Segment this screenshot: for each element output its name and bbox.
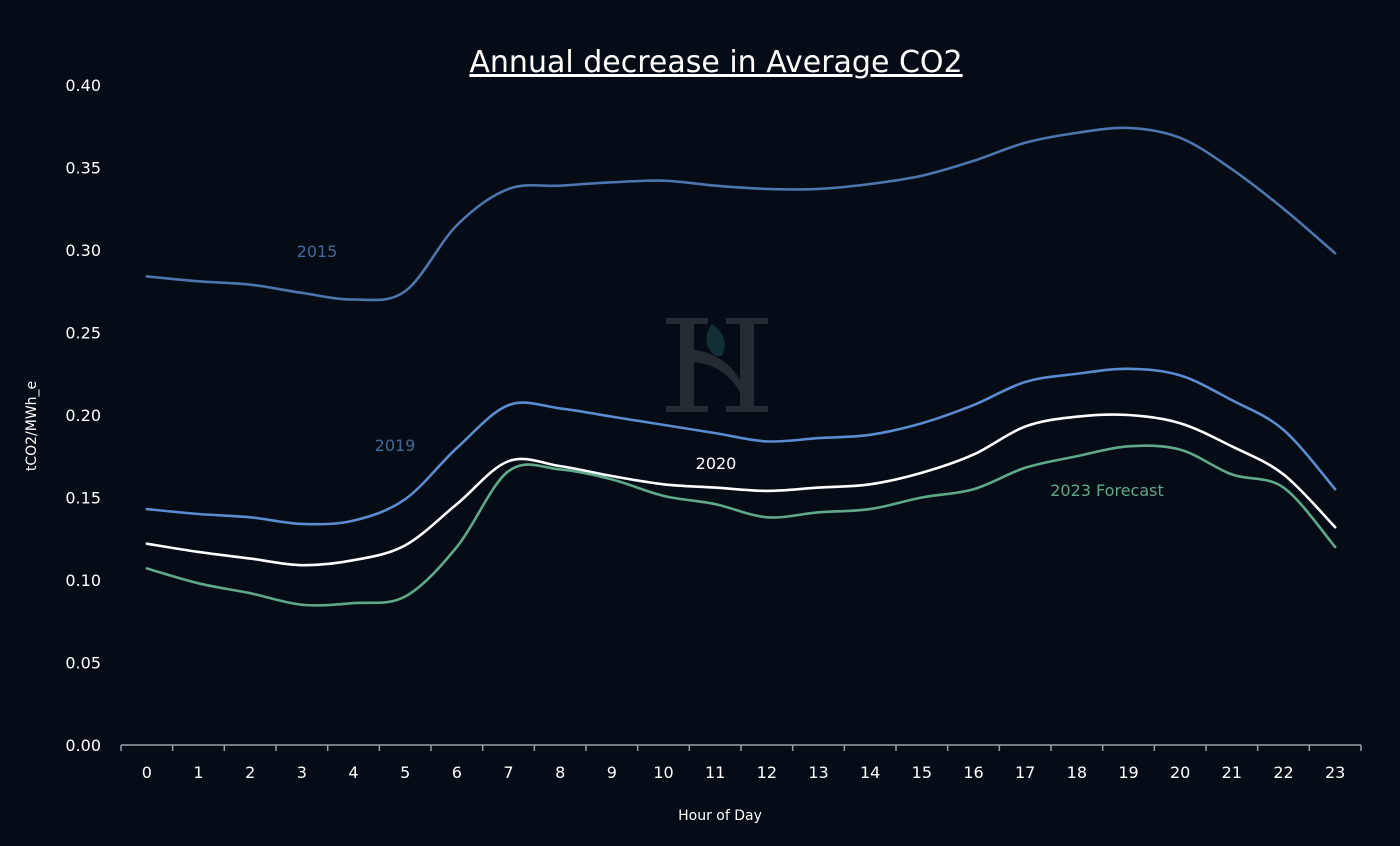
- y-tick-label: 0.30: [65, 241, 101, 260]
- series-label: 2019: [375, 436, 416, 455]
- series-line-2020: [145, 413, 1337, 567]
- x-tick-label: 20: [1170, 763, 1190, 782]
- x-tick-label: 5: [400, 763, 410, 782]
- y-tick-label: 0.40: [65, 76, 101, 95]
- x-tick-label: 11: [705, 763, 725, 782]
- y-tick-label: 0.25: [65, 324, 101, 343]
- x-tick-label: 8: [555, 763, 565, 782]
- x-tick-label: 16: [963, 763, 983, 782]
- x-tick-label: 15: [912, 763, 932, 782]
- x-tick-label: 0: [142, 763, 152, 782]
- series-label: 2020: [696, 454, 737, 473]
- y-tick-label: 0.15: [65, 489, 101, 508]
- x-tick-label: 21: [1222, 763, 1242, 782]
- x-axis: 0 1 2 3 4 5 6 7 8 9 10 11 12 13 14 15 16 17 18 19 20 21 22 23: [120, 744, 1362, 782]
- x-tick-label: 13: [808, 763, 828, 782]
- series-line-2015: [145, 126, 1337, 302]
- x-tick-label: 18: [1067, 763, 1087, 782]
- series-line-2019: [145, 367, 1337, 526]
- x-tick-label: 14: [860, 763, 880, 782]
- series-label: 2015: [297, 242, 338, 261]
- watermark-logo-icon: [666, 318, 768, 412]
- x-tick-label: 7: [503, 763, 513, 782]
- series-lines: [145, 126, 1337, 607]
- chart-title: Annual decrease in Average CO2: [469, 45, 962, 80]
- x-tick-label: 4: [348, 763, 358, 782]
- y-tick-label: 0.05: [65, 654, 101, 673]
- x-tick-label: 2: [245, 763, 255, 782]
- x-tick-label: 9: [607, 763, 617, 782]
- x-tick-label: 17: [1015, 763, 1035, 782]
- x-tick-label: 6: [452, 763, 462, 782]
- series-label: 2023 Forecast: [1050, 481, 1164, 500]
- y-tick-label: 0.10: [65, 571, 101, 590]
- y-tick-label: 0.35: [65, 159, 101, 178]
- y-axis-title: tCO2/MWh_e: [24, 381, 40, 471]
- series-line-2023-forecast: [145, 444, 1337, 607]
- x-tick-label: 23: [1325, 763, 1345, 782]
- y-axis: 0.00 0.05 0.10 0.15 0.20 0.25 0.30 0.35 0.40: [65, 76, 101, 755]
- series-labels: 2015 2019 2020 2023 Forecast: [297, 242, 1164, 500]
- x-tick-label: 12: [757, 763, 777, 782]
- x-tick-label: 19: [1118, 763, 1138, 782]
- y-tick-label: 0.20: [65, 406, 101, 425]
- x-tick-label: 10: [653, 763, 673, 782]
- x-tick-label: 22: [1273, 763, 1293, 782]
- x-axis-title: Hour of Day: [678, 808, 762, 824]
- x-tick-label: 3: [297, 763, 307, 782]
- x-tick-label: 1: [193, 763, 203, 782]
- y-tick-label: 0.00: [65, 736, 101, 755]
